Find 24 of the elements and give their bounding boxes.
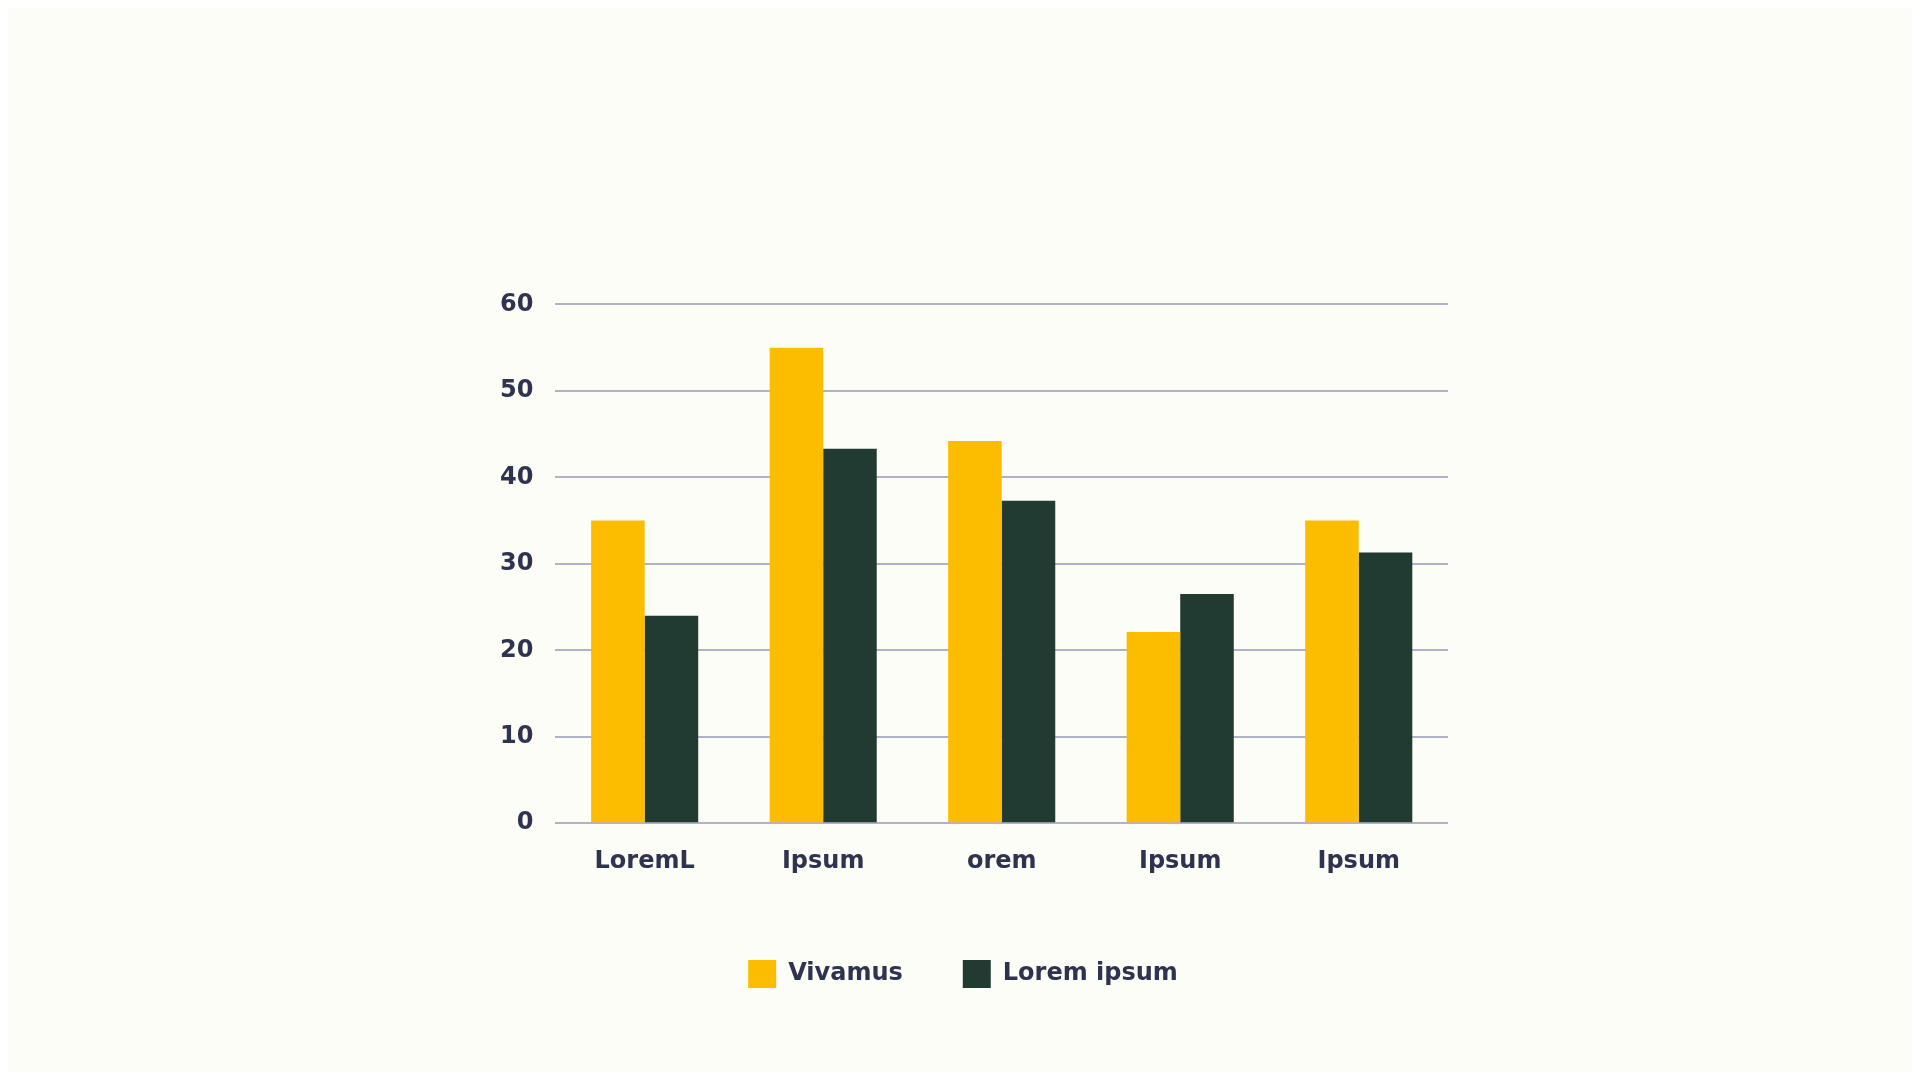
y-tick-label: 20 bbox=[499, 634, 534, 663]
x-tick-label: Ipsum bbox=[1317, 845, 1400, 874]
bar bbox=[591, 520, 645, 823]
legend-label: Lorem ipsum bbox=[1002, 958, 1178, 987]
x-tick-label: LoremL bbox=[594, 845, 695, 874]
y-tick-label: 0 bbox=[516, 807, 534, 836]
bar bbox=[769, 347, 824, 823]
bar bbox=[948, 441, 1002, 823]
bar bbox=[1305, 520, 1359, 823]
bar bbox=[1180, 594, 1234, 823]
bar bbox=[1001, 500, 1056, 823]
x-tick-label: Ipsum bbox=[781, 845, 865, 874]
y-tick-label: 50 bbox=[499, 375, 534, 404]
legend-label: Vivamus bbox=[788, 958, 903, 987]
y-tick-label: 60 bbox=[499, 288, 534, 317]
bar bbox=[1126, 632, 1181, 823]
y-tick-label: 10 bbox=[499, 720, 534, 749]
x-tick-label: Ipsum bbox=[1138, 845, 1222, 874]
bar bbox=[1358, 552, 1413, 823]
y-tick-label: 40 bbox=[499, 461, 534, 490]
bar bbox=[823, 448, 877, 823]
x-tick-label: orem bbox=[966, 845, 1037, 874]
bar bbox=[644, 615, 699, 823]
y-tick-label: 30 bbox=[499, 548, 534, 577]
